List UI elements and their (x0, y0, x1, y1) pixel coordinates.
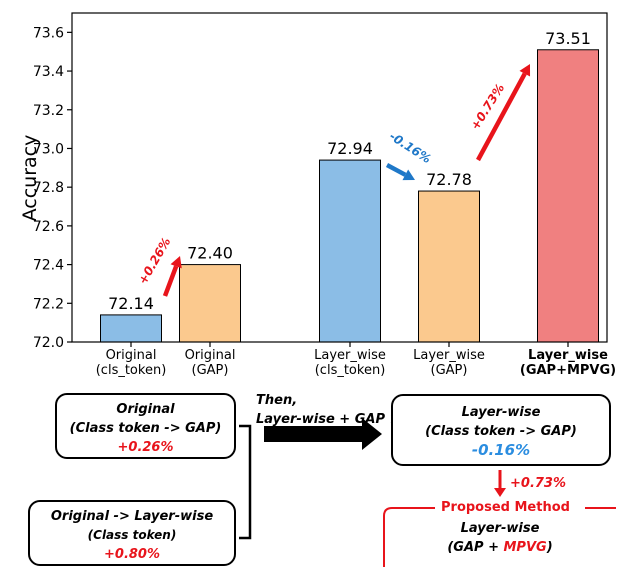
down-arrow-head (494, 488, 506, 497)
proposed-method-title: Proposed Method (441, 500, 570, 515)
plot-frame (71, 12, 608, 343)
y-tick-label: 72.2 (33, 296, 64, 312)
bar (319, 159, 381, 343)
bar-value-label: 72.14 (108, 294, 154, 313)
bars: 72.14Original(cls_token)72.40Original(GA… (96, 29, 616, 378)
x-tick-label: (GAP+MPVG) (520, 363, 616, 378)
bar-value-label: 72.94 (327, 139, 373, 158)
y-axis-label: Accuracy (19, 135, 41, 222)
y-tick-label: 73.0 (33, 141, 64, 157)
bar (100, 314, 162, 343)
box3-delta: -0.16% (471, 441, 531, 459)
x-tick-label: Layer_wise (528, 348, 608, 363)
proposed-sub-highlight: MPVG (503, 540, 547, 555)
box2-delta: +0.80% (104, 547, 160, 562)
arrow-gain-original-head (170, 256, 182, 269)
bracket (239, 424, 252, 540)
box3-title: Layer-wise (461, 405, 541, 420)
proposed-sub-suffix: ) (546, 540, 553, 555)
original-to-layerwise-box: Original -> Layer-wise (Class token) +0.… (28, 500, 236, 566)
x-tick-label: (cls_token) (96, 363, 167, 378)
bar (537, 49, 599, 343)
y-tick-label: 72.6 (33, 219, 64, 235)
x-tick-label: Original (185, 348, 236, 363)
arrow-drop-layerwise-shaft (385, 163, 407, 177)
y-tick-label: 72.0 (33, 335, 64, 351)
y-tick-label: 73.6 (33, 25, 64, 41)
delta-annotation: +0.73% (468, 81, 507, 132)
arrow-drop-layerwise-head (402, 169, 415, 181)
delta-annotation: +0.26% (136, 235, 174, 287)
box2-title: Original -> Layer-wise (50, 509, 214, 524)
x-tick-label: Layer_wise (413, 348, 485, 363)
bar (418, 190, 480, 343)
arrow-delta-label: +0.73% (510, 476, 566, 491)
proposed-layerwise: Layer-wise (GAP + MPVG) (380, 519, 620, 557)
accuracy-bar-chart: 72.0 72.2 72.4 72.6 72.8 73.0 73.2 73.4 73.6 72.… (19, 12, 616, 378)
box2-subtitle: (Class token) (87, 528, 177, 542)
layerwise-gap-box: Layer-wise (Class token -> GAP) -0.16% (391, 394, 611, 466)
y-tick-label: 72.4 (33, 258, 64, 274)
then-line2: Layer-wise + GAP ? (256, 412, 398, 427)
x-tick-label: Layer_wise (314, 348, 386, 363)
delta-annotation: -0.16% (387, 129, 434, 166)
arrow-gain-original-shaft (162, 265, 179, 297)
bar (179, 264, 241, 343)
proposed-subtitle: (GAP + MPVG) (380, 538, 620, 557)
x-tick-label: (cls_token) (315, 363, 386, 378)
proposed-title: Layer-wise (460, 521, 540, 536)
x-tick-label: (GAP) (192, 363, 229, 378)
bar-value-label: 73.51 (545, 29, 591, 48)
box1-title: Original (116, 402, 175, 417)
box3-subtitle: (Class token -> GAP) (425, 424, 577, 439)
y-tick-label: 73.4 (33, 64, 64, 80)
then-line1: Then, (256, 393, 298, 408)
arrow-gain-proposed-shaft (476, 72, 527, 162)
y-axis: 72.0 72.2 72.4 72.6 72.8 73.0 73.2 73.4 73.6 (33, 25, 72, 351)
x-tick-label: Original (106, 348, 157, 363)
proposed-sub-prefix: (GAP + (447, 540, 504, 555)
bar-value-label: 72.40 (187, 244, 233, 263)
y-tick-label: 72.8 (33, 180, 64, 196)
bar-value-label: 72.78 (426, 170, 472, 189)
x-tick-label: (GAP) (431, 363, 468, 378)
box1-subtitle: (Class token -> GAP) (69, 421, 222, 436)
y-tick-label: 73.2 (33, 103, 64, 119)
box1-delta: +0.26% (117, 440, 174, 455)
then-text: Then, Layer-wise + GAP ? (256, 391, 397, 429)
original-gap-box: Original (Class token -> GAP) +0.26% (55, 393, 236, 459)
arrow-gain-proposed-head (519, 64, 531, 77)
